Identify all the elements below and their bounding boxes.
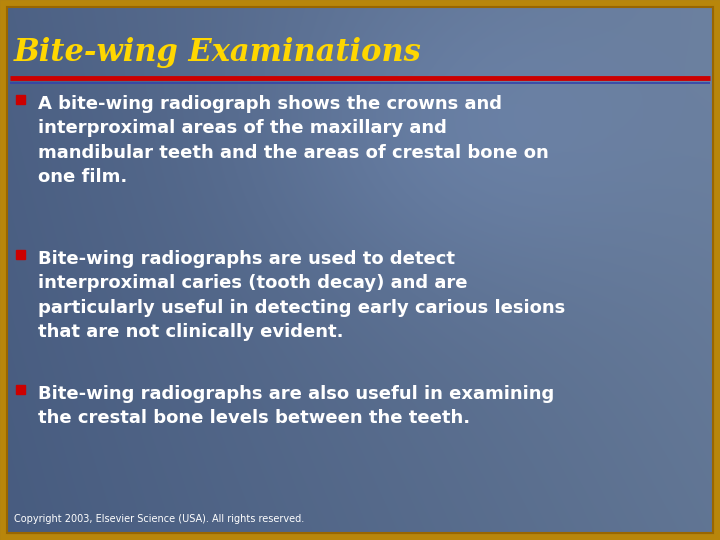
Bar [16,95,25,104]
Text: Bite-wing radiographs are used to detect
interproximal caries (tooth decay) and : Bite-wing radiographs are used to detect… [38,250,565,341]
Text: Bite-wing Examinations: Bite-wing Examinations [14,37,422,68]
Bar [16,385,25,394]
Text: Bite-wing radiographs are also useful in examining
the crestal bone levels betwe: Bite-wing radiographs are also useful in… [38,385,554,427]
Bar [16,250,25,259]
Text: A bite-wing radiograph shows the crowns and
interproximal areas of the maxillary: A bite-wing radiograph shows the crowns … [38,95,549,186]
Text: Copyright 2003, Elsevier Science (USA). All rights reserved.: Copyright 2003, Elsevier Science (USA). … [14,514,305,524]
